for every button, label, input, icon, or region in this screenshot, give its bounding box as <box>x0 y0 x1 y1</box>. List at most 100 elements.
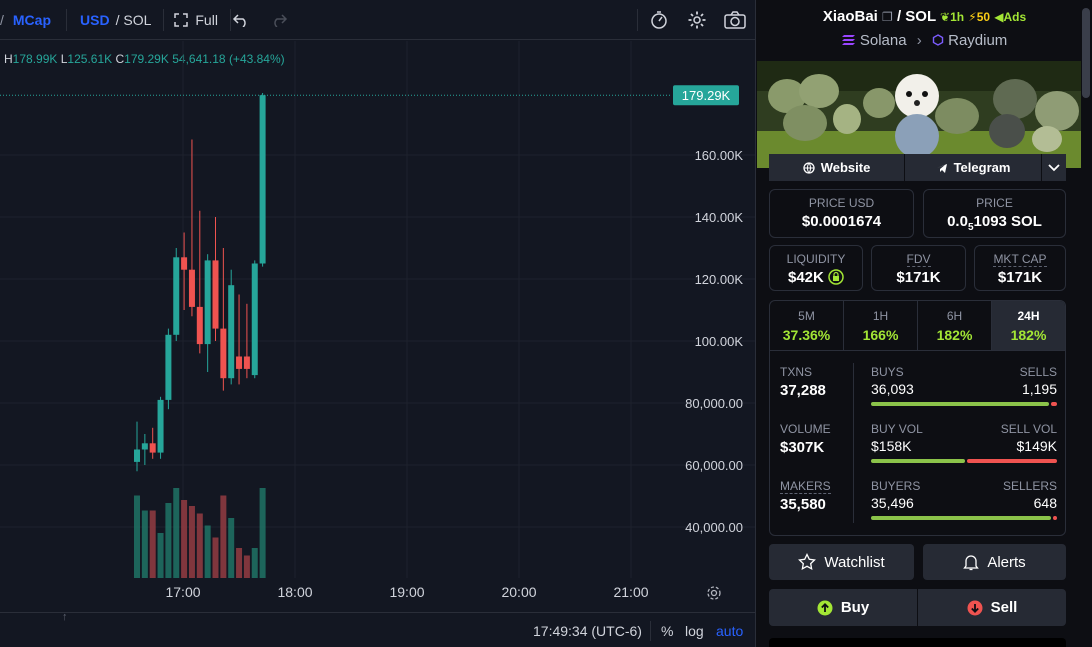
fdv-label-text: FDV <box>906 252 931 267</box>
tab-24h[interactable]: 24H 182% <box>992 301 1065 350</box>
buyvol-sellvol-bar <box>871 459 1057 463</box>
ads-badge[interactable]: Ads <box>1003 10 1027 24</box>
scroll-up-icon[interactable]: ↑ <box>62 611 68 623</box>
candle-body <box>141 443 148 450</box>
token-banner-image <box>757 61 1081 168</box>
candle-body <box>212 260 219 329</box>
volume-bar <box>196 513 203 578</box>
indicator-button[interactable] <box>648 9 670 31</box>
tab-1h[interactable]: 1H 166% <box>844 301 918 350</box>
tab-5m-change: 37.36% <box>782 327 831 343</box>
undo-button[interactable] <box>230 9 252 31</box>
candle-body <box>243 356 250 369</box>
buys-label: BUYS <box>871 365 904 379</box>
lightning-icon: ⚡ <box>968 10 977 24</box>
pair-title: XiaoBai ❐ / SOL ❦1h ⚡50 ◀Ads <box>756 8 1092 25</box>
log-toggle[interactable]: log <box>685 623 704 639</box>
sellvol-label: SELL VOL <box>1000 422 1057 436</box>
buyers-label: BUYERS <box>871 479 921 493</box>
auto-toggle[interactable]: auto <box>716 623 744 639</box>
chain-name[interactable]: Solana <box>859 32 907 49</box>
dex-name[interactable]: Raydium <box>948 32 1008 49</box>
sells-bar <box>1051 402 1057 406</box>
telegram-icon <box>936 163 947 173</box>
price-usd-value: $0.0001674 <box>801 213 882 230</box>
chart-bottom-bar: ↑ 17:49:34 (UTC-6) % log auto <box>0 611 755 647</box>
chevron-down-icon <box>1048 163 1060 171</box>
axis-settings-button[interactable] <box>705 584 723 607</box>
sellers-bar <box>1053 516 1057 520</box>
lock-icon[interactable] <box>828 269 844 285</box>
price-tick-label: 60,000.00 <box>685 458 743 473</box>
fullscreen-button[interactable]: Full <box>174 0 218 40</box>
alerts-label: Alerts <box>987 553 1026 571</box>
volume-bar <box>134 495 140 578</box>
price-native-rest: 1093 SOL <box>973 213 1042 230</box>
arrow-up-circle-icon <box>817 600 833 615</box>
time-tick-label: 21:00 <box>613 584 649 600</box>
redo-button[interactable] <box>268 9 290 31</box>
mcap-toggle[interactable]: MCap <box>12 11 52 28</box>
volume-bar <box>181 500 188 578</box>
sellers-value: 648 <box>1033 495 1057 511</box>
chart-grid <box>0 41 755 578</box>
buyers-sellers-bar <box>871 516 1057 520</box>
candle-body <box>259 95 266 264</box>
usd-toggle[interactable]: USD <box>80 11 110 28</box>
arrow-down-circle-icon <box>967 600 983 615</box>
buys-sells-stat: BUYS SELLS 36,093 1,195 <box>871 365 1057 406</box>
settings-button[interactable] <box>686 9 708 31</box>
redo-icon <box>274 14 288 27</box>
panel-scrollbar[interactable] <box>1082 8 1090 98</box>
tab-1h-label: 1H <box>872 309 889 323</box>
liquidity-value-row: $42K <box>770 269 862 286</box>
more-links-button[interactable] <box>1042 154 1066 181</box>
buys-bar <box>871 402 1049 406</box>
tab-6h-label: 6H <box>946 309 963 323</box>
price-native-prefix: 0.0 <box>947 213 968 230</box>
makers-label-text: MAKERS <box>780 479 831 494</box>
time-axis: 17:00 18:00 19:00 20:00 21:00 <box>0 578 755 606</box>
toolbar-divider <box>163 8 165 31</box>
bottom-divider <box>650 621 651 641</box>
txns-label: TXNS <box>780 365 813 379</box>
sol-toggle[interactable]: / SOL <box>115 11 152 28</box>
website-button[interactable]: Website <box>769 154 905 181</box>
tab-5m[interactable]: 5M 37.36% <box>770 301 844 350</box>
telegram-button[interactable]: Telegram <box>905 154 1042 181</box>
copy-icon[interactable]: ❐ <box>882 10 893 24</box>
buy-button[interactable]: Buy <box>769 589 917 626</box>
makers-value: 35,580 <box>780 496 826 513</box>
chevron-right-icon: › <box>916 32 922 49</box>
price-axis: 160.00K 140.00K 120.00K 100.00K 80,000.00 60,… <box>673 85 743 535</box>
candle-body <box>196 306 203 345</box>
alerts-button[interactable]: Alerts <box>923 544 1066 580</box>
sellvol-value: $149K <box>1016 438 1057 454</box>
toolbar-divider <box>637 9 638 31</box>
social-links: Website Telegram <box>769 154 1066 181</box>
sells-label: SELLS <box>1019 365 1057 379</box>
price-native-value: 0.051093 SOL <box>924 213 1065 233</box>
buyers-value: 35,496 <box>871 495 914 511</box>
telegram-label: Telegram <box>953 160 1011 175</box>
volume-bar <box>220 495 227 578</box>
last-price-badge <box>673 85 739 106</box>
clock-display[interactable]: 17:49:34 (UTC-6) <box>533 623 642 639</box>
volume-bar <box>243 555 250 578</box>
price-chart[interactable]: 160.00K 140.00K 120.00K 100.00K 80,000.00 60,… <box>0 41 755 578</box>
watchlist-label: Watchlist <box>824 553 885 571</box>
price-native-zeros: 5 <box>967 222 974 233</box>
tab-6h[interactable]: 6H 182% <box>918 301 992 350</box>
volume-value: $307K <box>780 439 825 456</box>
volume-bars <box>134 488 266 578</box>
watchlist-button[interactable]: Watchlist <box>769 544 914 580</box>
stats-divider <box>853 363 854 523</box>
sell-button[interactable]: Sell <box>918 589 1066 626</box>
chart-toolbar: / MCap USD / SOL Full <box>0 0 755 40</box>
token-name: XiaoBai <box>822 8 878 25</box>
percent-toggle[interactable]: % <box>661 623 674 639</box>
screenshot-button[interactable] <box>724 9 746 31</box>
candle-body <box>165 334 172 400</box>
sells-value: 1,195 <box>1021 381 1057 397</box>
